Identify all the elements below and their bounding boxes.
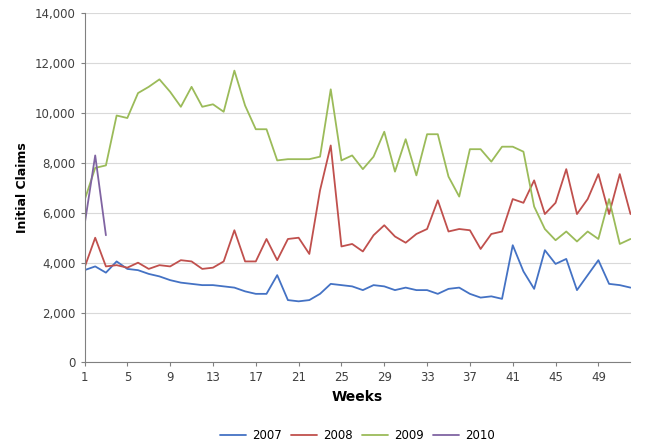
2007 (273, 272, 281, 278)
Line: 2007: 2007 (84, 245, 630, 301)
2007 (627, 285, 634, 290)
2009 (616, 241, 624, 247)
2008 (359, 249, 367, 254)
2009 (423, 132, 431, 137)
Y-axis label: Initial Claims: Initial Claims (16, 142, 29, 233)
2007 (348, 284, 356, 289)
2007 (509, 243, 517, 248)
2009 (627, 236, 634, 242)
2008 (391, 234, 399, 239)
2009 (231, 68, 239, 73)
2009 (284, 156, 292, 162)
2008 (81, 265, 88, 271)
Line: 2008: 2008 (84, 145, 630, 269)
Line: 2010: 2010 (84, 156, 106, 235)
2007 (124, 266, 131, 271)
2008 (284, 236, 292, 242)
2008 (145, 266, 153, 271)
2007 (423, 287, 431, 293)
2007 (81, 267, 88, 273)
2008 (627, 211, 634, 217)
Legend: 2007, 2008, 2009, 2010: 2007, 2008, 2009, 2010 (215, 424, 500, 442)
2008 (124, 265, 131, 271)
2009 (348, 153, 356, 158)
X-axis label: Weeks: Weeks (332, 390, 383, 404)
2009 (81, 198, 88, 203)
2008 (434, 198, 442, 203)
2007 (294, 299, 302, 304)
2009 (380, 129, 388, 134)
2007 (380, 284, 388, 289)
2008 (455, 226, 463, 232)
2008 (327, 143, 335, 148)
2009 (124, 115, 131, 121)
2007 (445, 286, 452, 292)
Line: 2009: 2009 (84, 71, 630, 244)
2010 (81, 223, 88, 228)
2009 (445, 174, 452, 179)
